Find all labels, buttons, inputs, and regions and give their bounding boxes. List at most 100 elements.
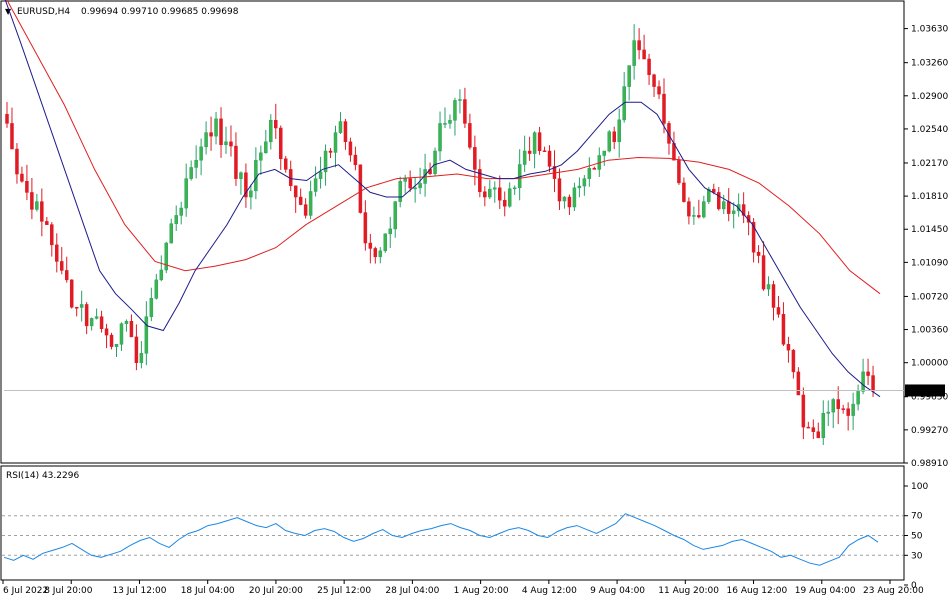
candle-body [338,121,343,133]
candle-body [244,172,248,198]
candle-body [358,164,363,213]
candle-body [846,408,850,416]
candle-body [841,408,845,410]
candle-body [463,99,467,124]
candle-body [20,173,24,182]
candle-body [433,150,437,175]
candle-body [144,316,149,354]
candle-body [229,141,233,147]
current-price-label: 0.99698 [908,387,945,397]
candle-body [642,49,646,60]
rsi-tick-label: 50 [911,532,923,542]
candle-body [592,167,597,170]
price-tick-label: 1.00360 [911,326,948,336]
candle-body [35,201,39,210]
candle-body [164,242,169,271]
candle-body [10,123,14,150]
price-tick-label: 0.99270 [911,426,948,436]
candle-body [383,233,388,252]
candle-body [677,159,681,184]
rsi-layer: 100 70 50 30 0 [2,482,928,591]
candle-body [25,181,29,193]
time-tick-label: 6 Jul 2022 [3,586,48,596]
candle-body [94,316,99,319]
candle-body [736,204,741,212]
candle-body [298,196,303,205]
candle-body [687,201,691,217]
candle-body [786,344,791,351]
candle-body [139,353,144,363]
candle-body [323,150,328,173]
candle-body [851,403,855,416]
candle-body [776,307,781,315]
ma-fast-line [4,0,881,398]
symbol-label: EURUSD,H4 [17,7,70,17]
candle-body [104,328,109,336]
candle-body [627,65,631,87]
candle-body [279,127,283,159]
collapse-triangle-icon[interactable]: ▼ [5,7,12,16]
candle-body [134,336,139,363]
rsi-tick-label: 100 [911,482,928,492]
candle-body [811,427,816,432]
candle-body [871,375,875,392]
candle-body [741,204,746,216]
candle-body [587,167,592,179]
candle-body [692,215,696,217]
rsi-tick-label: 0 [911,581,917,591]
candle-body [697,215,701,218]
candle-body [468,123,472,148]
candle-body [179,207,183,216]
ohlc-readout: 0.99694 0.99710 0.99685 0.99698 [81,7,239,17]
candle-body [821,413,826,439]
candle-body [403,178,407,182]
candle-body [114,344,119,347]
rsi-tick-label: 30 [911,551,923,561]
price-pane [0,0,905,464]
price-axis: 1.03630 1.03260 1.02900 1.02540 1.02170 1.018… [904,25,948,469]
candle-body [761,255,766,290]
candle-body [234,145,238,179]
candle-body [99,316,104,329]
candle-body [607,131,611,152]
candle-body [532,132,537,154]
candle-body [662,93,666,124]
candle-body [771,284,776,308]
price-tick-label: 1.01090 [911,258,948,268]
candle-body [333,132,338,153]
candle-body [522,150,527,165]
candle-body [831,399,835,413]
candle-body [413,187,417,190]
candle-body [408,178,412,189]
candle-body [274,119,278,129]
candle-body [45,221,49,225]
price-tick-label: 1.02900 [911,92,948,102]
time-tick-label: 1 Aug 20:00 [454,586,509,596]
candle-body [264,141,268,154]
time-tick-label: 23 Aug 20:00 [863,586,924,596]
candle-body [5,113,9,124]
candle-body [184,178,188,209]
candle-body [542,150,547,152]
time-tick-label: 28 Jul 04:00 [385,586,439,596]
candle-body [751,222,756,253]
candle-body [801,394,806,428]
candle-body [343,121,348,143]
rsi-label: RSI(14) 43.2296 [6,471,79,481]
candle-body [174,215,178,224]
rsi-line [3,513,879,566]
candle-body [214,118,218,137]
candle-body [756,251,761,256]
candle-body [781,314,786,345]
price-tick-label: 1.00000 [911,359,948,369]
candle-body [209,132,213,137]
candle-body [308,191,313,216]
time-tick-label: 13 Jul 12:00 [112,586,166,596]
candle-body [159,269,164,281]
candle-body [259,152,263,161]
candle-body [448,120,452,124]
candle-body [478,169,482,192]
candle-body [283,158,288,170]
time-tick-label: 4 Aug 12:00 [522,586,577,596]
